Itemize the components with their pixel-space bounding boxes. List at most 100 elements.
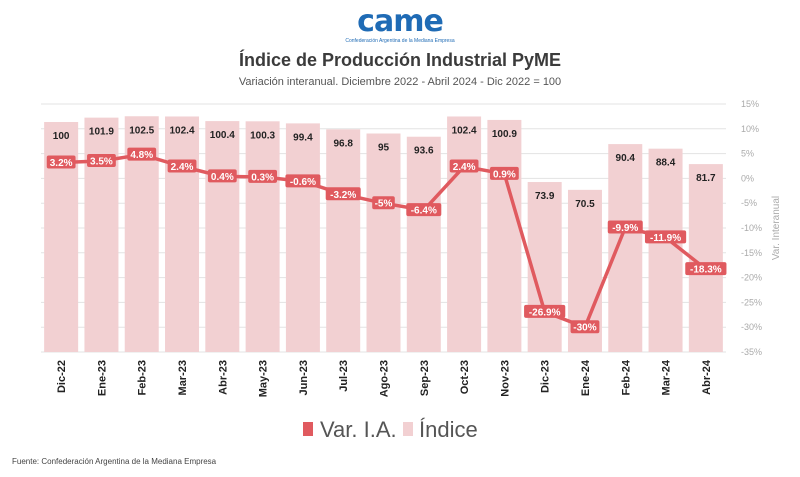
bar-value-label: 100.4 [210, 130, 235, 141]
y2-tick-label: -30% [741, 322, 762, 332]
line-point-marker [325, 187, 361, 201]
bar-value-label: 101.9 [89, 127, 114, 138]
line-value-label: -0.6% [290, 177, 316, 188]
bar-value-label: 102.4 [452, 125, 477, 136]
line-value-label: -6.4% [411, 206, 437, 217]
bar-value-label: 99.4 [293, 132, 313, 143]
y2-tick-label: -15% [741, 248, 762, 258]
legend-label-var-ia: Var. I.A. [320, 417, 397, 442]
line-value-label: -3.2% [330, 190, 356, 201]
y2-tick-label: -20% [741, 273, 762, 283]
line-value-label: -30% [573, 323, 596, 334]
bar-value-label: 73.9 [535, 191, 555, 202]
line-value-label: 0.9% [493, 169, 516, 180]
y2-tick-label: -10% [741, 223, 762, 233]
bar-value-label: 93.6 [414, 146, 434, 157]
y2-tick-label: 5% [741, 149, 754, 159]
legend-label-indice: Índice [419, 417, 478, 442]
x-tick-label: Abr-23 [217, 360, 229, 395]
line-point-marker [46, 155, 76, 169]
chart-subtitle: Variación interanual. Diciembre 2022 - A… [238, 76, 562, 88]
x-tick-label: Dic-22 [56, 360, 68, 393]
x-tick-label: Jun-23 [298, 360, 310, 395]
x-tick-label: Mar-23 [177, 360, 189, 395]
bar-indice [487, 119, 522, 353]
y2-tick-label: -5% [741, 198, 757, 208]
x-tick-label: Jul-23 [338, 360, 350, 392]
logo-mark: came [357, 4, 444, 39]
bar-value-label: 102.5 [129, 125, 154, 136]
bar-indice [285, 123, 320, 352]
bar-value-label: 100.9 [492, 129, 517, 140]
x-tick-label: Feb-23 [137, 360, 149, 395]
x-tick-label: Sep-23 [419, 360, 431, 396]
bar-value-label: 88.4 [656, 158, 676, 169]
bar-indice [245, 121, 280, 352]
chart-title: Índice de Producción Industrial PyME [238, 50, 562, 70]
bar-indice [366, 133, 401, 352]
x-tick-label: Abr-24 [701, 359, 713, 395]
line-point-marker [248, 169, 278, 183]
line-value-label: 3.2% [50, 158, 73, 169]
line-point-marker [489, 166, 519, 180]
legend-swatch-var-ia [303, 422, 313, 436]
line-point-marker [524, 304, 566, 318]
y2-tick-label: 10% [741, 124, 759, 134]
line-point-marker [644, 230, 687, 244]
line-point-marker [285, 174, 321, 188]
legend-swatch-indice [403, 422, 413, 436]
line-point-marker [449, 159, 479, 173]
x-tick-label: Mar-24 [661, 359, 673, 395]
line-value-label: 0.3% [251, 172, 274, 183]
line-value-label: 2.4% [171, 162, 194, 173]
bar-indice [205, 121, 240, 352]
line-value-label: -26.9% [529, 307, 561, 318]
y2-axis-label: Var. Interanual [771, 196, 782, 260]
line-value-label: -9.9% [612, 223, 638, 234]
line-point-marker [127, 147, 157, 161]
logo-subtitle: Confederación Argentina de la Mediana Em… [345, 38, 455, 44]
line-value-label: -18.3% [690, 265, 722, 276]
bar-indice [326, 129, 361, 352]
x-tick-label: Nov-23 [499, 360, 511, 397]
line-value-label: 3.5% [90, 157, 113, 168]
bar-indice [447, 116, 482, 352]
y2-tick-label: -35% [741, 347, 762, 357]
came-logo: came Confederación Argentina de la Media… [0, 4, 800, 45]
x-tick-label: Ene-23 [96, 360, 108, 396]
x-tick-label: Dic-23 [540, 360, 552, 393]
line-point-marker [87, 154, 116, 168]
line-value-label: 0.4% [211, 172, 234, 183]
line-point-marker [570, 320, 600, 334]
bar-value-label: 81.7 [696, 173, 716, 184]
line-value-label: -5% [375, 199, 393, 210]
bar-indice [406, 136, 441, 352]
line-point-marker [406, 203, 442, 217]
line-point-marker [372, 196, 395, 210]
bar-value-label: 70.5 [575, 199, 595, 210]
line-point-marker [685, 262, 727, 276]
line-value-label: -11.9% [650, 233, 681, 244]
bar-value-label: 100 [53, 131, 70, 142]
bar-value-label: 102.4 [170, 125, 195, 136]
bar-value-label: 95 [378, 143, 390, 154]
x-tick-label: Feb-24 [620, 359, 632, 395]
y2-tick-label: -25% [741, 297, 762, 307]
x-tick-label: Ago-23 [379, 360, 391, 397]
bar-indice [84, 117, 119, 352]
bar-value-label: 100.3 [250, 130, 275, 141]
bar-indice [165, 116, 200, 352]
y2-tick-label: 15% [741, 99, 759, 109]
line-point-marker [167, 159, 197, 173]
bar-value-label: 90.4 [616, 153, 636, 164]
source-note: Fuente: Confederación Argentina de la Me… [12, 457, 217, 466]
bar-indice [608, 144, 643, 352]
line-value-label: 2.4% [453, 162, 476, 173]
line-value-label: 4.8% [130, 150, 153, 161]
line-point-marker [207, 169, 237, 183]
bar-indice [648, 148, 683, 352]
line-point-marker [607, 220, 643, 234]
x-tick-label: May-23 [258, 360, 270, 397]
bar-value-label: 96.8 [333, 138, 353, 149]
